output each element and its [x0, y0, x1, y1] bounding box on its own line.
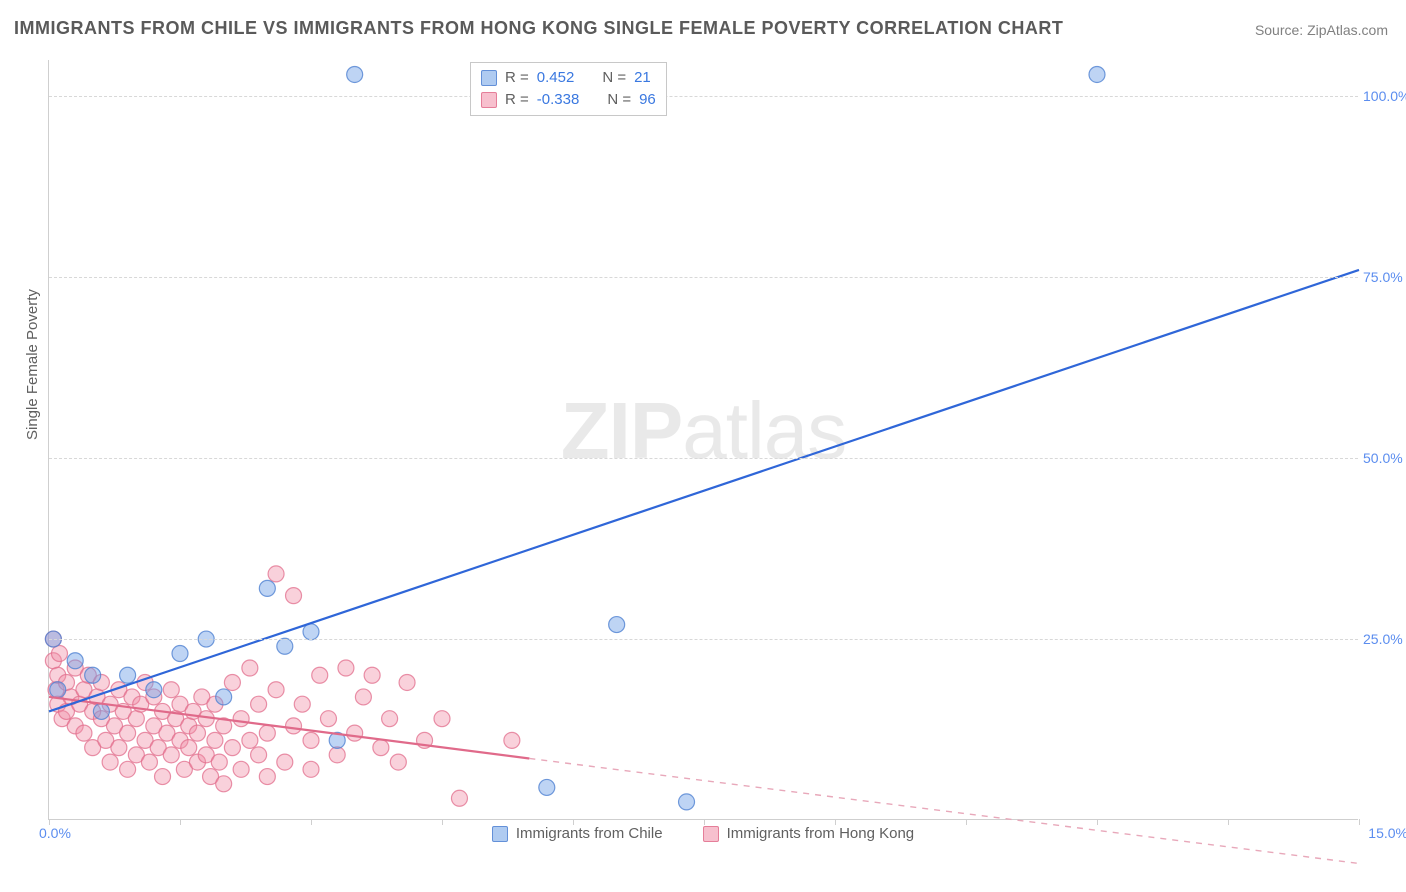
point-chile — [146, 682, 162, 698]
point-chile — [50, 682, 66, 698]
point-hongkong — [233, 761, 249, 777]
legend-swatch — [481, 70, 497, 86]
regression-hongkong-ext — [529, 758, 1359, 863]
legend-swatch — [481, 92, 497, 108]
point-hongkong — [163, 682, 179, 698]
point-hongkong — [399, 674, 415, 690]
point-hongkong — [382, 711, 398, 727]
point-hongkong — [141, 754, 157, 770]
legend-r-value: -0.338 — [537, 89, 580, 111]
point-hongkong — [268, 682, 284, 698]
point-hongkong — [312, 667, 328, 683]
legend-series-label: Immigrants from Chile — [516, 825, 663, 842]
point-hongkong — [233, 711, 249, 727]
point-hongkong — [286, 588, 302, 604]
point-chile — [67, 653, 83, 669]
point-hongkong — [347, 725, 363, 741]
legend-n-value: 21 — [634, 67, 651, 89]
point-hongkong — [259, 769, 275, 785]
legend-n-label: N = — [607, 89, 631, 111]
point-hongkong — [277, 754, 293, 770]
point-hongkong — [102, 754, 118, 770]
point-chile — [120, 667, 136, 683]
point-hongkong — [303, 761, 319, 777]
point-hongkong — [355, 689, 371, 705]
point-chile — [539, 779, 555, 795]
point-hongkong — [451, 790, 467, 806]
correlation-legend: R = 0.452 N = 21 R = -0.338 N = 96 — [470, 62, 667, 116]
point-hongkong — [181, 740, 197, 756]
point-hongkong — [189, 725, 205, 741]
legend-row: R = -0.338 N = 96 — [481, 89, 656, 111]
point-chile — [303, 624, 319, 640]
y-axis-label: Single Female Poverty — [24, 289, 41, 440]
point-chile — [93, 703, 109, 719]
legend-swatch — [703, 826, 719, 842]
gridline — [49, 639, 1358, 640]
point-chile — [85, 667, 101, 683]
point-chile — [259, 580, 275, 596]
point-hongkong — [364, 667, 380, 683]
point-hongkong — [242, 732, 258, 748]
point-chile — [172, 646, 188, 662]
legend-swatch — [492, 826, 508, 842]
point-chile — [1089, 66, 1105, 82]
point-hongkong — [207, 732, 223, 748]
point-hongkong — [329, 747, 345, 763]
point-hongkong — [373, 740, 389, 756]
gridline — [49, 96, 1358, 97]
point-hongkong — [120, 761, 136, 777]
series-legend: Immigrants from Chile Immigrants from Hon… — [0, 825, 1406, 842]
point-hongkong — [259, 725, 275, 741]
point-chile — [216, 689, 232, 705]
point-hongkong — [155, 769, 171, 785]
plot-area: ZIPatlas 0.0% 15.0% 25.0%50.0%75.0%100.0… — [48, 60, 1358, 820]
point-hongkong — [216, 776, 232, 792]
regression-chile — [49, 270, 1359, 712]
point-hongkong — [434, 711, 450, 727]
point-chile — [347, 66, 363, 82]
point-chile — [679, 794, 695, 810]
chart-title: IMMIGRANTS FROM CHILE VS IMMIGRANTS FROM… — [14, 18, 1063, 39]
point-hongkong — [242, 660, 258, 676]
y-tick-label: 50.0% — [1363, 450, 1406, 466]
point-chile — [609, 617, 625, 633]
legend-item: Immigrants from Chile — [492, 825, 663, 842]
y-tick-label: 100.0% — [1363, 88, 1406, 104]
legend-n-label: N = — [602, 67, 626, 89]
point-hongkong — [111, 740, 127, 756]
legend-n-value: 96 — [639, 89, 656, 111]
point-hongkong — [294, 696, 310, 712]
point-hongkong — [76, 725, 92, 741]
legend-r-label: R = — [505, 89, 529, 111]
point-hongkong — [286, 718, 302, 734]
point-hongkong — [120, 725, 136, 741]
point-hongkong — [163, 747, 179, 763]
legend-row: R = 0.452 N = 21 — [481, 67, 656, 89]
y-tick-label: 25.0% — [1363, 631, 1406, 647]
gridline — [49, 277, 1358, 278]
point-hongkong — [390, 754, 406, 770]
legend-item: Immigrants from Hong Kong — [703, 825, 915, 842]
source-attribution: Source: ZipAtlas.com — [1255, 22, 1388, 38]
point-hongkong — [338, 660, 354, 676]
legend-series-label: Immigrants from Hong Kong — [727, 825, 915, 842]
point-hongkong — [251, 747, 267, 763]
point-hongkong — [224, 674, 240, 690]
legend-r-value: 0.452 — [537, 67, 575, 89]
point-hongkong — [303, 732, 319, 748]
legend-r-label: R = — [505, 67, 529, 89]
point-hongkong — [224, 740, 240, 756]
point-hongkong — [251, 696, 267, 712]
point-hongkong — [268, 566, 284, 582]
gridline — [49, 458, 1358, 459]
point-hongkong — [128, 711, 144, 727]
point-chile — [277, 638, 293, 654]
point-hongkong — [211, 754, 227, 770]
point-hongkong — [504, 732, 520, 748]
y-tick-label: 75.0% — [1363, 269, 1406, 285]
point-hongkong — [51, 646, 67, 662]
point-hongkong — [320, 711, 336, 727]
chart-svg — [49, 60, 1358, 819]
